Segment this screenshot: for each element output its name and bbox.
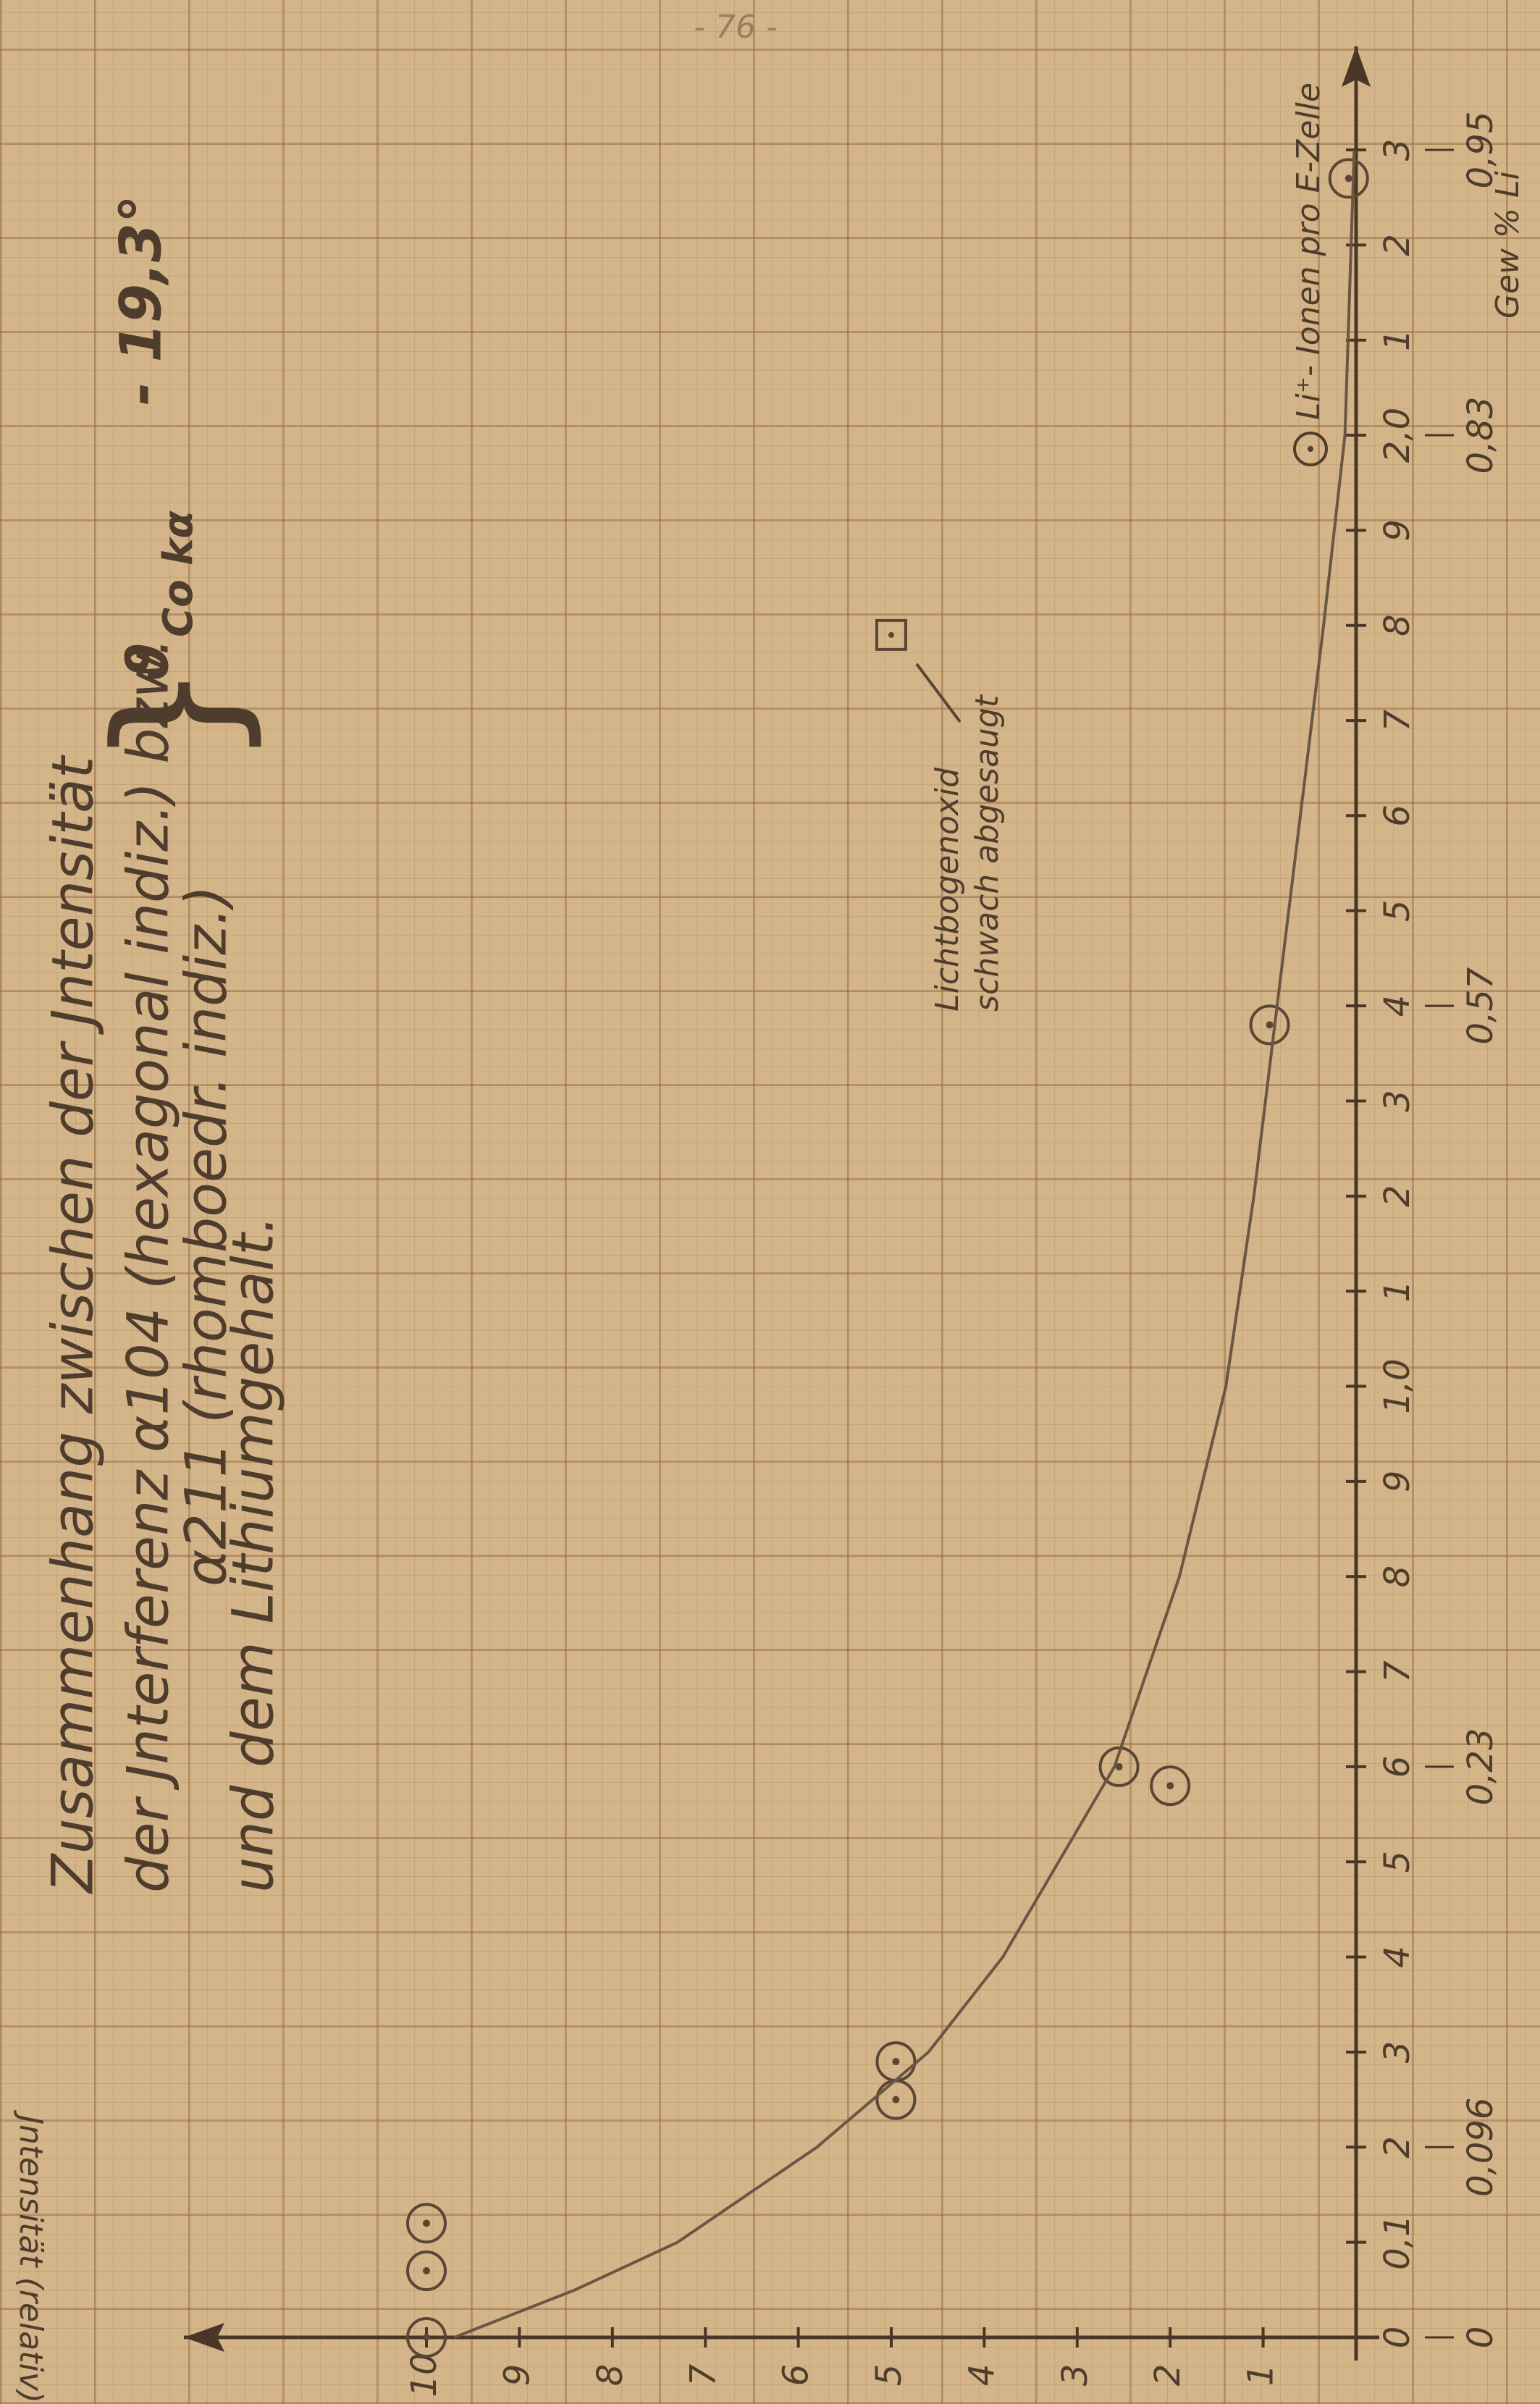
x-axis-label: Li⁺- Ionen pro E-Zelle bbox=[1290, 83, 1327, 420]
x-tick-label: 5 bbox=[1377, 1851, 1418, 1873]
annotation: Lichtbogenoxid bbox=[929, 767, 966, 1012]
angle-subscript: Co kα bbox=[155, 510, 202, 637]
x-tick-label: 0,1 bbox=[1377, 2214, 1418, 2269]
plot: Zusammenhang zwischen der Jntensität der… bbox=[12, 46, 1526, 2403]
x-tick-label: 6 bbox=[1377, 804, 1418, 827]
x-tick-label: 4 bbox=[1377, 1946, 1418, 1968]
title-line: und dem Lithiumgehalt. bbox=[221, 1216, 286, 1893]
y-axis-label: Jntensität (relativ) bbox=[12, 2109, 49, 2403]
y-tick-label: 10 bbox=[404, 2353, 445, 2397]
x-tick-label: 3 bbox=[1377, 1090, 1418, 1112]
x-tick-label: 1 bbox=[1377, 329, 1418, 351]
x-tick-label: 3 bbox=[1377, 2041, 1418, 2064]
y-tick-label: 6 bbox=[776, 2364, 817, 2387]
y-tick-label: 3 bbox=[1055, 2364, 1095, 2387]
x2-tick-label: 0,57 bbox=[1460, 967, 1501, 1044]
y-tick-label: 4 bbox=[962, 2364, 1002, 2387]
y-tick-label: 9 bbox=[497, 2364, 537, 2387]
x2-axis-label: Gew % Li bbox=[1489, 171, 1526, 319]
x2-tick-label: 0,95 bbox=[1460, 112, 1501, 189]
data-point-dot bbox=[423, 2219, 430, 2227]
y-tick-label: 8 bbox=[590, 2364, 631, 2387]
fit-curve bbox=[455, 150, 1355, 2337]
x-tick-label: 3 bbox=[1377, 139, 1418, 161]
angle-symbol: ϑ bbox=[116, 643, 181, 681]
x-tick-label: 2 bbox=[1377, 234, 1418, 256]
x-tick-label: 1,0 bbox=[1377, 1358, 1418, 1413]
data-point-dot bbox=[1345, 175, 1352, 182]
y-tick-label: 2 bbox=[1148, 2364, 1188, 2387]
y-tick-label: 7 bbox=[683, 2363, 723, 2386]
x-tick-label: 4 bbox=[1377, 995, 1418, 1017]
data-point-dot bbox=[423, 2267, 430, 2274]
x2-tick-label: 0,23 bbox=[1460, 1728, 1501, 1805]
angle-value: - 19,3° bbox=[109, 195, 174, 405]
data-point-dot bbox=[892, 2058, 899, 2065]
data-point-dot bbox=[1266, 1021, 1274, 1028]
x-tick-label: 2 bbox=[1377, 2136, 1418, 2159]
data-point-dot bbox=[888, 632, 894, 638]
x-tick-label: 7 bbox=[1377, 709, 1418, 731]
data-point-dot bbox=[1166, 1782, 1174, 1789]
x-tick-label: 7 bbox=[1377, 1660, 1418, 1683]
x-tick-label: 1 bbox=[1377, 1280, 1418, 1303]
x-tick-label: 8 bbox=[1377, 614, 1418, 636]
title-line: der Jnterferenz α104 (hexagonal indiz.) … bbox=[116, 638, 181, 1893]
x-tick-label: 9 bbox=[1377, 519, 1418, 542]
x-tick-label: 0 bbox=[1377, 2327, 1418, 2349]
page: - 76 - Zusammenhang zwischen der Jntensi… bbox=[0, 0, 1540, 2404]
y-tick-label: 1 bbox=[1241, 2364, 1282, 2387]
x-tick-label: 8 bbox=[1377, 1565, 1418, 1588]
x-tick-label: 6 bbox=[1377, 1756, 1418, 1778]
title-line: Zusammenhang zwischen der Jntensität bbox=[41, 755, 106, 1894]
x2-tick-label: 0 bbox=[1460, 2327, 1501, 2349]
data-point-dot bbox=[892, 2096, 899, 2104]
x2-tick-label: 0,096 bbox=[1460, 2098, 1501, 2197]
page-number: - 76 - bbox=[694, 9, 778, 46]
chart: - 76 - Zusammenhang zwischen der Jntensi… bbox=[0, 0, 1540, 2404]
legend-marker-dot bbox=[1308, 446, 1313, 452]
x2-tick-label: 0,83 bbox=[1460, 397, 1501, 474]
annotation: schwach abgesaugt bbox=[969, 694, 1006, 1012]
y-tick-label: 5 bbox=[869, 2364, 909, 2387]
annotation-arrow bbox=[917, 664, 960, 722]
x-tick-label: 5 bbox=[1377, 900, 1418, 922]
x-tick-label: 2 bbox=[1377, 1185, 1418, 1208]
data-point-dot bbox=[423, 2334, 430, 2341]
x-tick-label: 9 bbox=[1377, 1471, 1418, 1493]
x-tick-label: 2,0 bbox=[1377, 408, 1418, 463]
